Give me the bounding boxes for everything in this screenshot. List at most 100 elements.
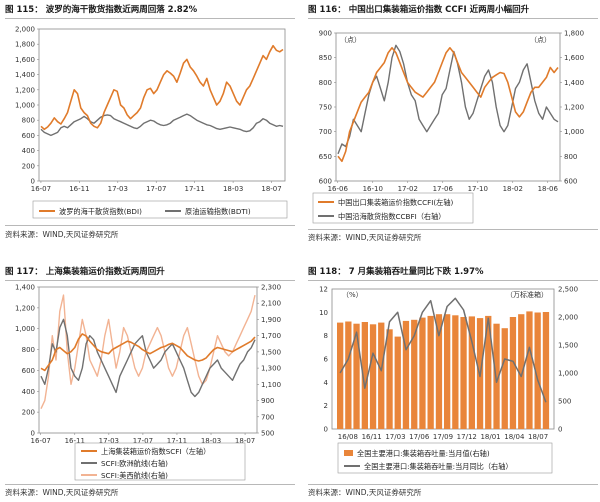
y2-tick-label: 900 [261,397,274,405]
y2-tick-label: 1,400 [564,79,584,87]
bar [419,317,426,429]
y-tick-label: 600 [22,367,35,375]
legend-box [312,192,474,224]
legend-ccbfi-label: 中国沿海散货指数CCBFI（右轴） [338,212,445,221]
y2-tick-label: 1,500 [261,348,281,356]
bar [542,312,550,429]
x-tick-label: 16-07 [31,437,51,445]
source-rule [5,225,295,226]
series-line-bdti [40,113,284,137]
y-tick-label: 700 [319,128,332,136]
x-tick-label: 17-06 [433,185,454,193]
y-tick-label: 1,000 [15,102,35,110]
x-tick-label: 16-11 [65,437,85,445]
y-tick-label: 600 [319,178,332,186]
y2-tick-label: 0 [558,426,562,434]
y-tick-label: 400 [22,388,35,396]
panel-title: 图 115： 波罗的海干散货指数近两周回落 2.82% [5,3,295,17]
y2-tick-label: 1,900 [261,316,281,324]
y-unit-right: （万标准箱） [506,290,548,299]
legend-box [337,442,553,474]
panel-title: 图 116： 中国出口集装箱运价指数 CCFI 近两周小幅回升 [308,3,598,17]
figure-number: 图 115： [5,5,43,15]
source-rule [308,484,598,485]
y-tick-label: 1,600 [15,56,35,64]
bar [534,312,541,429]
figure-title: 中国出口集装箱运价指数 CCFI 近两周小幅回升 [348,5,530,15]
x-tick-label: 17-10 [468,185,488,193]
legend-scfi-europe-label: SCFI:欧洲航线(右轴) [101,459,168,468]
y2-tick-label: 600 [564,178,577,186]
plot-frame [335,32,561,182]
y2-tick-label: 700 [261,413,274,421]
y2-tick-label: 1,000 [558,370,578,378]
bar [378,322,385,429]
legend-scfi-label: 上海集装箱运价指数SCFI（左轴） [101,447,210,456]
x-tick-label: 16-11 [69,185,89,193]
x-tick-label: 18-03 [201,437,221,445]
y2-tick-label: 2,300 [261,284,281,292]
figure-title: 波罗的海干散货指数近两周回落 2.82% [45,5,198,15]
source-rule [5,484,295,485]
y-tick-label: 6 [324,356,329,364]
y2-tick-label: 1,800 [564,30,584,38]
y2-tick-label: 2,000 [558,314,578,322]
y-tick-label: 800 [22,117,35,125]
legend-box [32,200,288,219]
legend-throughput-swatch [344,450,353,456]
x-tick-label: 18-07 [261,185,281,193]
y-tick-label: 8 [324,332,328,340]
bar [361,322,368,429]
y2-tick-label: 1,300 [261,365,281,373]
x-tick-label: 18/04 [504,433,525,441]
bdi-chart: 0 200 400 600 800 1,000 1,200 1,400 1,600 1,800 2,… [15,26,288,219]
y-tick-label: 1,400 [15,71,35,79]
panel-title: 图 117： 上海集装箱运价指数近两周回升 [5,265,295,279]
throughput-chart: 0 2 4 6 8 10 12 0 500 1,000 1,500 2,000 2,500 （%） （万标准… [319,286,578,474]
x-tick-label: 17-03 [99,437,119,445]
x-tick-label: 18-07 [235,437,255,445]
y-tick-label: 1,800 [15,41,35,49]
bar [452,315,459,429]
series-line-ccfi [337,46,559,163]
title-rule [5,18,295,19]
y2-tick-label: 1,600 [564,54,584,62]
y2-tick-label: 500 [261,430,274,438]
x-tick-label: 16-07 [31,185,51,193]
x-tick-label: 17/12 [457,433,477,441]
legend-throughput-label: 全国主要港口:集装箱吞吐量:当月值(右轴) [357,449,490,458]
legend-scfi-uswest-label: SCFI:美西航线(右轴) [101,471,168,480]
bar [509,317,517,429]
source-note: 资料来源：WIND,天风证券研究所 [5,488,119,497]
x-tick-label: 17-07 [146,185,166,193]
bar [518,314,525,429]
chart-panel-bdi: 图 115： 波罗的海干散货指数近两周回落 2.82% 0 200 400 600 800… [5,3,295,243]
y-unit-left: （%） [342,291,363,299]
x-tick-label: 18-02 [503,185,523,193]
x-tick-label: 16/11 [362,433,382,441]
y-tick-label: 650 [319,153,332,161]
y-tick-label: 1,200 [15,304,35,312]
bar [411,319,418,429]
panel-title: 图 118： 7 月集装箱吞吐量同比下跌 1.97% [308,265,598,279]
y2-tick-label: 2,100 [261,300,281,308]
x-tick-label: 18/01 [480,433,500,441]
source-note: 资料来源：WIND,天风证券研究所 [308,488,422,497]
source-rule [308,229,598,230]
legend-box [74,442,246,481]
bar [468,316,475,429]
figure-number: 图 116： [308,5,346,15]
y-tick-label: 750 [319,104,332,112]
y-tick-label: 800 [22,346,35,354]
y-tick-label: 10 [319,309,328,317]
y2-tick-label: 800 [564,153,577,161]
y-tick-label: 200 [22,409,35,417]
x-tick-label: 17-02 [398,185,418,193]
title-rule [5,280,295,281]
y2-tick-label: 1,700 [261,332,281,340]
y2-tick-label: 2,500 [558,286,578,294]
x-tick-label: 16-10 [363,185,383,193]
chart-panel-scfi: 图 117： 上海集装箱运价指数近两周回升 0 200 400 600 800 1,000 1… [5,265,295,502]
x-tick-label: 18-06 [538,185,559,193]
y-tick-label: 12 [319,286,328,294]
